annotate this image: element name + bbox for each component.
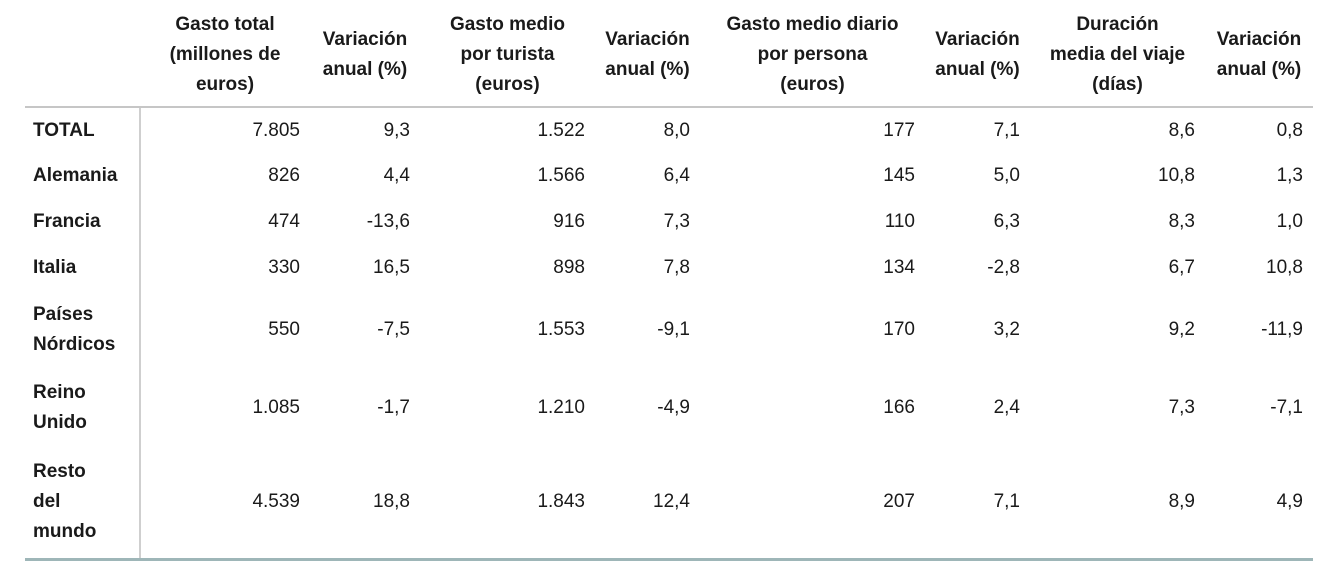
row-label: Italia (25, 245, 141, 291)
cell-value: 4,4 (383, 165, 410, 186)
table-row: Países Nórdicos 550 -7,5 1.553 -9,1 170 3,2 9,2… (25, 291, 1313, 369)
cell-value: 4,9 (1205, 447, 1313, 561)
column-header-duracion-media: Duración media del viaje (días) (1030, 4, 1205, 108)
cell-value: 550 (268, 319, 300, 340)
cell-value: 170 (883, 319, 915, 340)
cell-value: 1.522 (537, 119, 585, 141)
cell-value: 7,8 (663, 257, 690, 278)
cell-value: 0,8 (1276, 119, 1303, 141)
cell-value: 134 (883, 257, 915, 278)
cell-value: 10,8 (1266, 257, 1303, 278)
table-body: TOTAL 7.805 9,3 1.522 8,0 177 7,1 8,6 0,8 Alemani… (25, 107, 1313, 561)
cell-value: 6,4 (663, 165, 690, 186)
cell-value: 1.566 (537, 165, 585, 186)
column-header-variacion-2: Variación anual (%) (595, 4, 700, 108)
cell-value: 1.085 (252, 397, 300, 418)
row-label: Alemania (25, 153, 141, 199)
cell-value: 4.539 (140, 447, 310, 561)
cell-value: 8,0 (663, 119, 690, 141)
cell-value: 898 (553, 257, 585, 278)
cell-value: 9,2 (1168, 319, 1195, 340)
cell-value: -1,7 (377, 397, 410, 418)
table-header: Gasto total (millones de euros) Variació… (25, 4, 1313, 108)
cell-value: 177 (883, 119, 915, 141)
cell-value: 2,4 (993, 397, 1020, 418)
cell-value: 1,0 (1276, 211, 1303, 232)
cell-value: 207 (700, 447, 925, 561)
cell-value: 7,1 (993, 119, 1020, 141)
row-label: TOTAL (25, 107, 141, 153)
header-row: Gasto total (millones de euros) Variació… (25, 4, 1313, 108)
cell-value: 16,5 (373, 257, 410, 278)
cell-value: -4,9 (657, 397, 690, 418)
cell-value: 166 (883, 397, 915, 418)
cell-value: 18,8 (310, 447, 420, 561)
cell-value: 3,2 (993, 319, 1020, 340)
table-row: Reino Unido 1.085 -1,7 1.210 -4,9 166 2,4 7,3 -7… (25, 369, 1313, 447)
cell-value: 1.553 (537, 319, 585, 340)
cell-value: 8,3 (1168, 211, 1195, 232)
cell-value: 145 (883, 165, 915, 186)
column-header-gasto-medio-diario: Gasto medio diario por persona (euros) (700, 4, 925, 108)
cell-value: 916 (553, 211, 585, 232)
table-row: Resto del mundo 4.539 18,8 1.843 12,4 207 7,1 8… (25, 447, 1313, 561)
cell-value: 330 (268, 257, 300, 278)
column-header-variacion-1: Variación anual (%) (310, 4, 420, 108)
table-row: Italia 330 16,5 898 7,8 134 -2,8 6,7 10,8 (25, 245, 1313, 291)
cell-value: 9,3 (383, 119, 410, 141)
tourism-expenditure-table: Gasto total (millones de euros) Variació… (25, 4, 1313, 561)
column-header-gasto-medio-turista: Gasto medio por turista (euros) (420, 4, 595, 108)
table-row: Alemania 826 4,4 1.566 6,4 145 5,0 10,8 1,3 (25, 153, 1313, 199)
column-header-gasto-total: Gasto total (millones de euros) (140, 4, 310, 108)
row-label: Resto del mundo (25, 447, 141, 561)
cell-value: 1.843 (420, 447, 595, 561)
cell-value: 110 (884, 211, 915, 232)
cell-value: 7.805 (252, 119, 300, 141)
table-row: Francia 474 -13,6 916 7,3 110 6,3 8,3 1,0 (25, 199, 1313, 245)
cell-value: -7,5 (377, 319, 410, 340)
cell-value: 8,9 (1030, 447, 1205, 561)
cell-value: 1.210 (537, 397, 585, 418)
cell-value: -9,1 (657, 319, 690, 340)
column-header-variacion-3: Variación anual (%) (925, 4, 1030, 108)
cell-value: -11,9 (1261, 319, 1303, 340)
cell-value: 7,1 (925, 447, 1030, 561)
cell-value: 6,3 (993, 211, 1020, 232)
cell-value: 7,3 (1168, 397, 1195, 418)
cell-value: 10,8 (1158, 165, 1195, 186)
row-label: Reino Unido (25, 369, 141, 447)
cell-value: 5,0 (993, 165, 1020, 186)
cell-value: 12,4 (595, 447, 700, 561)
cell-value: 826 (268, 165, 300, 186)
cell-value: -13,6 (366, 211, 410, 232)
row-label-header (25, 4, 140, 108)
cell-value: -2,8 (987, 257, 1020, 278)
cell-value: 474 (268, 211, 300, 232)
row-label: Países Nórdicos (25, 291, 141, 369)
column-header-variacion-4: Variación anual (%) (1205, 4, 1313, 108)
table-row: TOTAL 7.805 9,3 1.522 8,0 177 7,1 8,6 0,8 (25, 107, 1313, 153)
cell-value: 7,3 (663, 211, 690, 232)
cell-value: 6,7 (1168, 257, 1195, 278)
row-label: Francia (25, 199, 141, 245)
cell-value: 8,6 (1168, 119, 1195, 141)
cell-value: -7,1 (1270, 397, 1303, 418)
cell-value: 1,3 (1276, 165, 1303, 186)
